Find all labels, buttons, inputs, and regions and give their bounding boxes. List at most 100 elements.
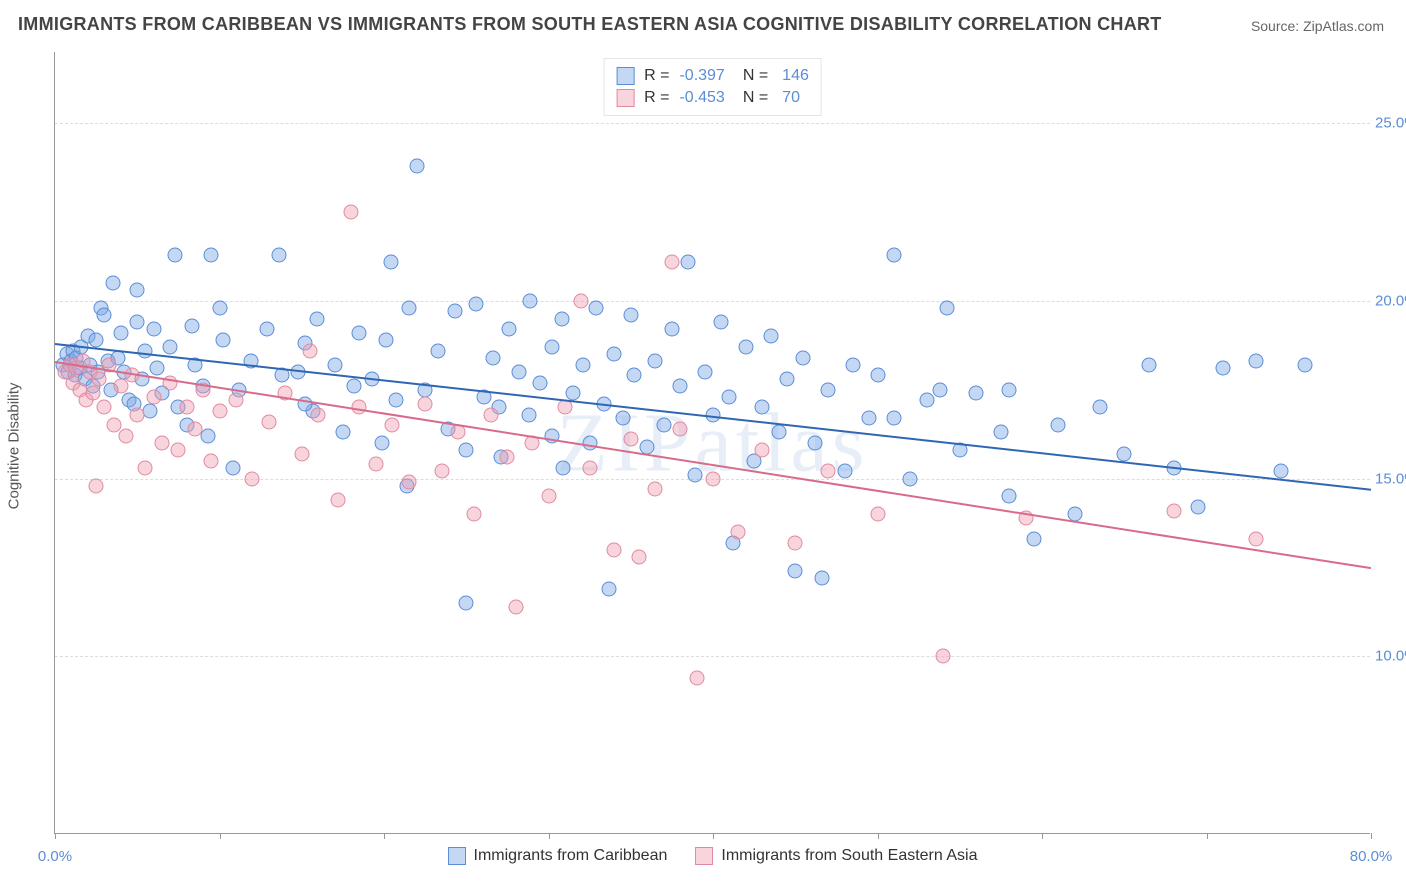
legend-series: Immigrants from Caribbean Immigrants fro… — [448, 847, 978, 865]
scatter-point — [521, 407, 536, 422]
scatter-point — [936, 649, 951, 664]
scatter-point — [418, 396, 433, 411]
scatter-point — [311, 407, 326, 422]
scatter-point — [788, 563, 803, 578]
scatter-point — [664, 322, 679, 337]
scatter-point — [368, 457, 383, 472]
scatter-point — [574, 293, 589, 308]
scatter-point — [627, 368, 642, 383]
scatter-point — [1191, 499, 1206, 514]
scatter-point — [459, 443, 474, 458]
scatter-point — [862, 411, 877, 426]
swatch-se-asia — [616, 89, 634, 107]
gridline — [55, 656, 1370, 657]
scatter-point — [168, 247, 183, 262]
scatter-point — [401, 475, 416, 490]
legend-item-se-asia: Immigrants from South Eastern Asia — [695, 847, 977, 865]
scatter-point — [837, 464, 852, 479]
x-tick-label: 80.0% — [1350, 848, 1393, 865]
legend-n-value-caribbean: 146 — [782, 65, 809, 87]
scatter-point — [130, 283, 145, 298]
scatter-point — [309, 311, 324, 326]
scatter-point — [469, 297, 484, 312]
scatter-point — [179, 400, 194, 415]
scatter-point — [821, 382, 836, 397]
scatter-point — [508, 599, 523, 614]
scatter-point — [566, 386, 581, 401]
legend-correlation: R = -0.397 N = 146 R = -0.453 N = 70 — [603, 58, 822, 116]
legend-item-caribbean: Immigrants from Caribbean — [448, 847, 668, 865]
scatter-point — [615, 411, 630, 426]
scatter-point — [1248, 354, 1263, 369]
scatter-point — [903, 471, 918, 486]
scatter-point — [171, 443, 186, 458]
x-tick — [384, 833, 385, 839]
scatter-point — [544, 340, 559, 355]
scatter-point — [138, 460, 153, 475]
scatter-point — [623, 432, 638, 447]
scatter-point — [673, 379, 688, 394]
scatter-point — [730, 524, 745, 539]
scatter-point — [271, 247, 286, 262]
plot-area: ZIPatlas R = -0.397 N = 146 R = -0.453 N… — [54, 52, 1370, 834]
scatter-point — [673, 421, 688, 436]
x-tick — [220, 833, 221, 839]
source-label: Source: ZipAtlas.com — [1251, 18, 1384, 34]
scatter-point — [886, 411, 901, 426]
scatter-point — [541, 489, 556, 504]
scatter-point — [225, 460, 240, 475]
scatter-point — [434, 464, 449, 479]
scatter-point — [330, 492, 345, 507]
scatter-point — [1051, 418, 1066, 433]
x-tick — [55, 833, 56, 839]
x-tick — [549, 833, 550, 839]
scatter-point — [821, 464, 836, 479]
scatter-point — [796, 350, 811, 365]
legend-label-caribbean: Immigrants from Caribbean — [474, 847, 668, 865]
scatter-point — [607, 542, 622, 557]
scatter-point — [97, 308, 112, 323]
scatter-point — [631, 549, 646, 564]
scatter-point — [1117, 446, 1132, 461]
scatter-point — [738, 340, 753, 355]
scatter-point — [969, 386, 984, 401]
y-tick-label: 20.0% — [1375, 292, 1406, 309]
scatter-point — [228, 393, 243, 408]
scatter-point — [105, 276, 120, 291]
scatter-point — [118, 428, 133, 443]
scatter-point — [845, 357, 860, 372]
chart-title: IMMIGRANTS FROM CARIBBEAN VS IMMIGRANTS … — [18, 14, 1162, 35]
scatter-point — [1002, 382, 1017, 397]
scatter-point — [656, 418, 671, 433]
swatch-caribbean — [616, 67, 634, 85]
scatter-point — [92, 372, 107, 387]
y-axis-title: Cognitive Disability — [6, 383, 23, 510]
scatter-point — [771, 425, 786, 440]
legend-r-value-caribbean: -0.397 — [679, 65, 724, 87]
scatter-point — [388, 393, 403, 408]
scatter-point — [502, 322, 517, 337]
legend-r-label: R = — [644, 65, 669, 87]
scatter-point — [89, 478, 104, 493]
x-tick — [713, 833, 714, 839]
scatter-point — [576, 357, 591, 372]
scatter-point — [97, 400, 112, 415]
scatter-point — [113, 325, 128, 340]
scatter-point — [648, 482, 663, 497]
scatter-point — [919, 393, 934, 408]
scatter-point — [780, 372, 795, 387]
scatter-point — [327, 357, 342, 372]
scatter-point — [681, 254, 696, 269]
scatter-point — [664, 254, 679, 269]
swatch-caribbean — [448, 847, 466, 865]
scatter-point — [500, 450, 515, 465]
scatter-point — [1248, 531, 1263, 546]
swatch-se-asia — [695, 847, 713, 865]
scatter-point — [352, 325, 367, 340]
scatter-point — [556, 460, 571, 475]
scatter-point — [212, 300, 227, 315]
scatter-point — [146, 389, 161, 404]
scatter-point — [886, 247, 901, 262]
scatter-point — [89, 332, 104, 347]
scatter-point — [163, 340, 178, 355]
